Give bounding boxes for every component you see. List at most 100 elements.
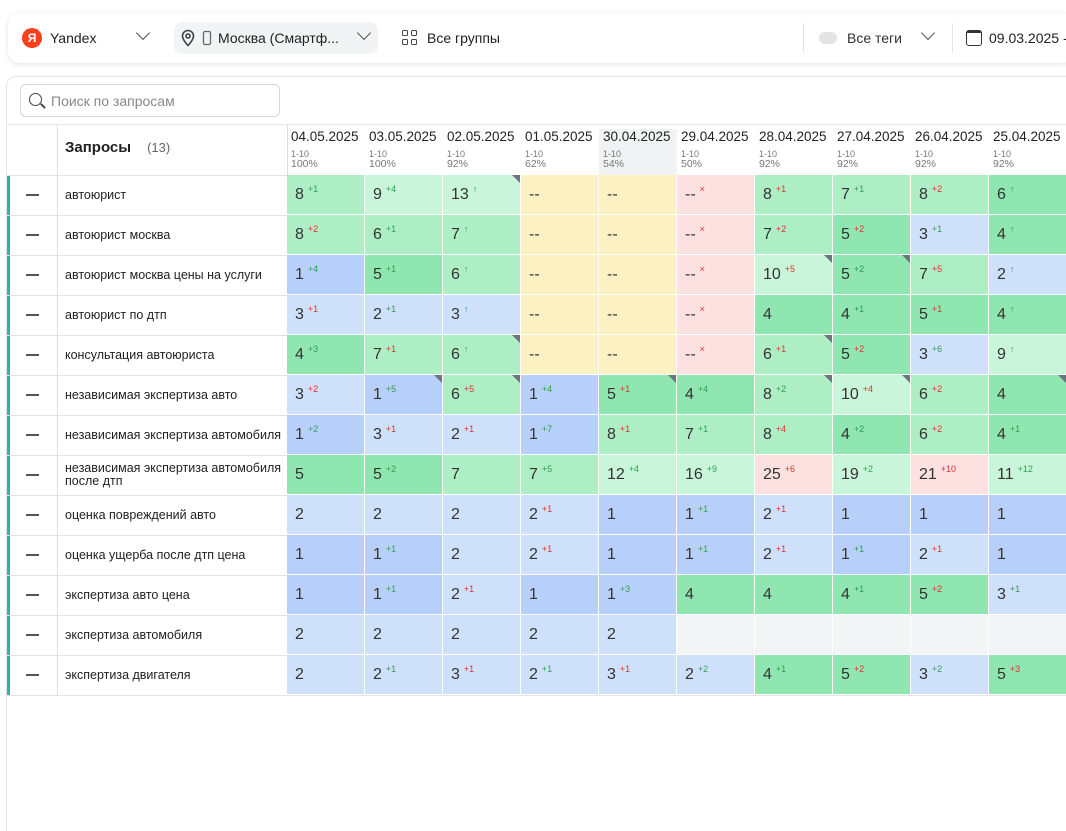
position-cell[interactable]: 11 +12 (989, 455, 1066, 495)
position-cell[interactable]: -- (599, 215, 677, 255)
position-cell[interactable]: 1 +1 (677, 495, 755, 535)
search-input[interactable]: Поиск по запросам (20, 84, 280, 117)
date-column-header[interactable]: 29.04.2025 1-10 50% (677, 129, 755, 175)
position-cell[interactable]: 4 +1 (989, 415, 1066, 455)
position-cell[interactable]: 2 (365, 495, 443, 535)
position-cell[interactable]: 1 +4 (287, 255, 365, 295)
search-engine-select[interactable]: Я Yandex (22, 13, 96, 63)
row-collapse-icon[interactable] (26, 394, 39, 396)
position-cell[interactable]: 1 +1 (833, 535, 911, 575)
position-cell[interactable]: 4 ↑ (989, 295, 1066, 335)
date-range-picker[interactable]: 09.03.2025 - (966, 13, 1066, 63)
position-cell[interactable]: 2 +1 (755, 535, 833, 575)
position-cell[interactable]: 1 +2 (287, 415, 365, 455)
position-cell[interactable]: 1 +1 (365, 535, 443, 575)
position-cell[interactable]: 12 +4 (599, 455, 677, 495)
position-cell[interactable]: 9 +4 (365, 175, 443, 215)
position-cell[interactable]: -- × (677, 255, 755, 295)
position-cell[interactable]: 3 +1 (443, 655, 521, 695)
position-cell[interactable]: 1 +1 (677, 535, 755, 575)
chevron-down-icon[interactable] (135, 25, 151, 41)
position-cell[interactable]: 4 +1 (833, 295, 911, 335)
position-cell[interactable]: 10 +5 (755, 255, 833, 295)
position-cell[interactable]: -- (521, 255, 599, 295)
position-cell[interactable]: 2 +1 (911, 535, 989, 575)
position-cell[interactable]: 4 +4 (677, 375, 755, 415)
position-cell[interactable]: 1 (521, 575, 599, 615)
position-cell[interactable]: 13 ↑ (443, 175, 521, 215)
position-cell[interactable]: 1 (599, 495, 677, 535)
position-cell[interactable]: 9 ↑ (989, 335, 1066, 375)
position-cell[interactable]: 2 +1 (521, 655, 599, 695)
position-cell[interactable]: 2 +1 (365, 295, 443, 335)
position-cell[interactable]: 19 +2 (833, 455, 911, 495)
position-cell[interactable]: 2 (287, 615, 365, 655)
position-cell[interactable]: 6 ↑ (443, 335, 521, 375)
position-cell[interactable]: 5 +1 (365, 255, 443, 295)
position-cell[interactable]: 5 +2 (365, 455, 443, 495)
position-cell[interactable]: 4 (677, 575, 755, 615)
tags-select[interactable]: Все теги (819, 13, 902, 63)
position-cell[interactable]: 3 +1 (287, 295, 365, 335)
position-cell[interactable]: 6 +2 (911, 415, 989, 455)
row-collapse-icon[interactable] (26, 634, 39, 636)
position-cell[interactable]: 1 +1 (365, 575, 443, 615)
position-cell[interactable]: 1 +5 (365, 375, 443, 415)
position-cell[interactable]: 1 (989, 535, 1066, 575)
position-cell[interactable]: 2 (287, 495, 365, 535)
position-cell[interactable]: 1 (287, 535, 365, 575)
position-cell[interactable]: 1 (287, 575, 365, 615)
position-cell[interactable]: 2 (599, 615, 677, 655)
position-cell[interactable]: 7 +5 (911, 255, 989, 295)
position-cell[interactable]: 6 ↑ (989, 175, 1066, 215)
row-collapse-icon[interactable] (26, 594, 39, 596)
position-cell[interactable]: 2 +1 (755, 495, 833, 535)
position-cell[interactable]: 7 (443, 455, 521, 495)
position-cell[interactable]: 4 +2 (833, 415, 911, 455)
row-collapse-icon[interactable] (26, 474, 39, 476)
row-collapse-icon[interactable] (26, 194, 39, 196)
row-collapse-icon[interactable] (26, 354, 39, 356)
position-cell[interactable]: 6 +1 (755, 335, 833, 375)
position-cell[interactable]: 1 +4 (521, 375, 599, 415)
row-collapse-icon[interactable] (26, 314, 39, 316)
date-column-header[interactable]: 27.04.2025 1-10 92% (833, 129, 911, 175)
date-column-header[interactable]: 02.05.2025 1-10 92% (443, 129, 521, 175)
position-cell[interactable]: 2 (443, 615, 521, 655)
position-cell[interactable]: 8 +2 (287, 215, 365, 255)
position-cell[interactable]: 2 (287, 655, 365, 695)
position-cell[interactable]: 2 (443, 535, 521, 575)
position-cell[interactable]: 16 +9 (677, 455, 755, 495)
position-cell[interactable]: 5 +2 (911, 575, 989, 615)
position-cell[interactable]: 7 +1 (833, 175, 911, 215)
position-cell[interactable]: -- × (677, 175, 755, 215)
position-cell[interactable]: 7 +1 (677, 415, 755, 455)
position-cell[interactable]: 2 +1 (365, 655, 443, 695)
position-cell[interactable]: 8 +2 (755, 375, 833, 415)
position-cell[interactable]: 4 +3 (287, 335, 365, 375)
position-cell[interactable]: -- × (677, 335, 755, 375)
position-cell[interactable]: 6 +5 (443, 375, 521, 415)
position-cell[interactable]: 5 (287, 455, 365, 495)
position-cell[interactable] (833, 615, 911, 655)
position-cell[interactable]: 10 +4 (833, 375, 911, 415)
date-column-header[interactable]: 01.05.2025 1-10 62% (521, 129, 599, 175)
position-cell[interactable]: 8 +1 (287, 175, 365, 215)
position-cell[interactable]: 1 +3 (599, 575, 677, 615)
position-cell[interactable]: -- (599, 175, 677, 215)
row-collapse-icon[interactable] (26, 274, 39, 276)
position-cell[interactable]: 5 +1 (911, 295, 989, 335)
position-cell[interactable]: 7 +2 (755, 215, 833, 255)
row-collapse-icon[interactable] (26, 674, 39, 676)
position-cell[interactable]: 7 +5 (521, 455, 599, 495)
position-cell[interactable]: 2 +1 (443, 415, 521, 455)
date-column-header[interactable]: 04.05.2025 1-10 100% (287, 129, 365, 175)
position-cell[interactable] (989, 615, 1066, 655)
position-cell[interactable]: 8 +2 (911, 175, 989, 215)
tags-toggle[interactable] (819, 32, 837, 44)
position-cell[interactable]: 4 +1 (833, 575, 911, 615)
date-column-header[interactable]: 25.04.2025 1-10 92% (989, 129, 1066, 175)
position-cell[interactable]: 1 (989, 495, 1066, 535)
chevron-down-icon[interactable] (920, 25, 936, 41)
position-cell[interactable]: 2 (365, 615, 443, 655)
